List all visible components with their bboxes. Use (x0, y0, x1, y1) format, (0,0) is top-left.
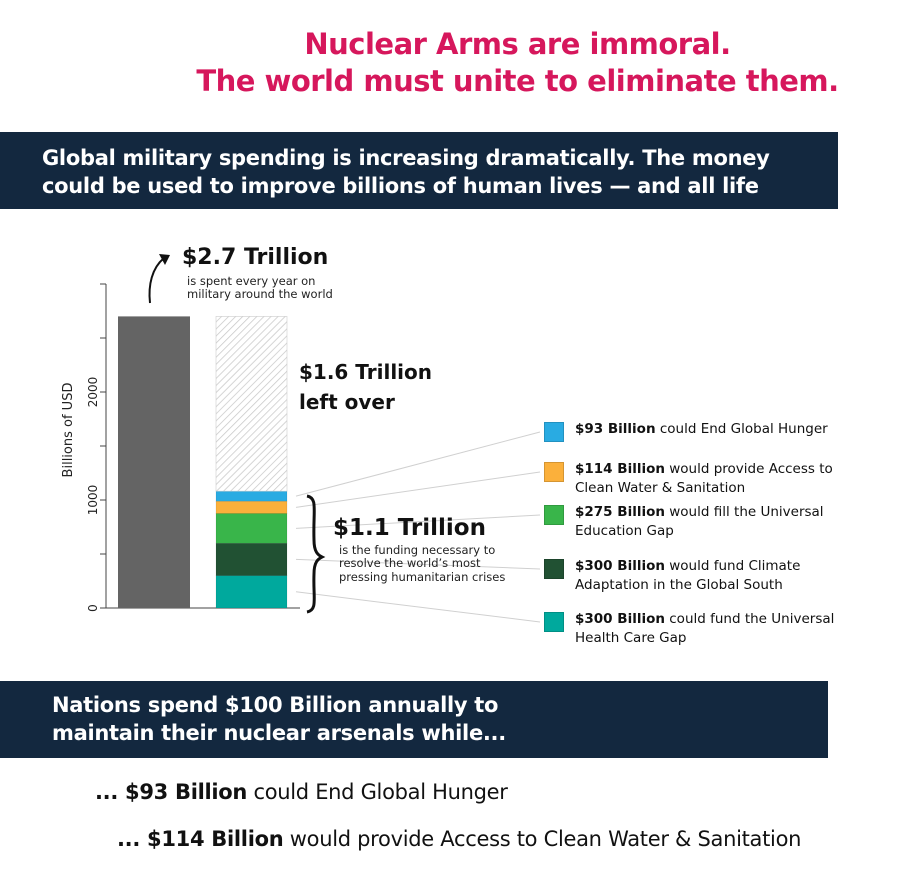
legend-item: $300 Billion would fund Climate Adaptati… (575, 557, 845, 595)
need-annotation-sub: is the funding necessary to (339, 543, 495, 557)
legend-amount: $93 Billion (575, 421, 656, 437)
legend-item: $275 Billion would fill the Universal Ed… (575, 503, 845, 541)
need-annotation: $1.1 Trillion (333, 515, 486, 541)
segment-bar (215, 542, 288, 576)
legend-item: $93 Billion could End Global Hunger (575, 420, 845, 439)
leader-line (295, 591, 541, 623)
legend-amount: $300 Billion (575, 611, 665, 627)
legend-text: could fund the Universal Health Care Gap (575, 611, 835, 646)
legend-text: would fill the Universal Education Gap (575, 504, 824, 539)
legend-amount: $275 Billion (575, 504, 665, 520)
total-annotation: $2.7 Trillion (182, 245, 328, 270)
y-tick-label: 2000 (86, 377, 100, 408)
leftover-annotation: left over (299, 390, 395, 414)
segment-bar (215, 575, 288, 609)
leader-line (295, 471, 541, 508)
y-tick-label: 0 (86, 604, 100, 612)
arrowhead-icon (159, 254, 170, 265)
bottom-text: could End Global Hunger (247, 780, 508, 804)
legend-text: could End Global Hunger (655, 421, 828, 437)
legend-text: would fund Climate Adaptation in the Glo… (575, 558, 801, 593)
total-annotation-sub: military around the world (187, 287, 333, 301)
banner-line-2: maintain their nuclear arsenals while... (52, 721, 506, 745)
bottom-amount: $93 Billion (125, 780, 248, 804)
leader-line (295, 558, 541, 570)
bottom-item: ... $93 Billion could End Global Hunger (95, 780, 508, 804)
page-title: Nuclear Arms are immoral. The world must… (0, 26, 900, 100)
total-annotation-sub: is spent every year on (187, 274, 315, 288)
legend-item: $300 Billion could fund the Universal He… (575, 610, 845, 648)
legend-amount: $114 Billion (575, 461, 665, 477)
total-spending-bar (118, 316, 190, 608)
legend-swatch (544, 505, 564, 525)
segment-bar (215, 490, 288, 502)
legend-text: would provide Access to Clean Water & Sa… (575, 461, 833, 496)
prefix: ... (95, 780, 126, 804)
arrow-icon (148, 257, 165, 304)
banner-line-1: Nations spend $100 Billion annually to (52, 693, 499, 717)
legend-swatch (544, 462, 564, 482)
bottom-amount: $114 Billion (147, 827, 284, 851)
leader-line (295, 431, 541, 497)
leftover-bar (215, 316, 288, 492)
nuclear-spending-banner: Nations spend $100 Billion annually to m… (0, 681, 828, 758)
title-line-2: The world must unite to eliminate them. (196, 64, 839, 98)
y-tick-label: 1000 (86, 485, 100, 516)
segment-bar (215, 500, 288, 514)
legend-amount: $300 Billion (575, 558, 665, 574)
legend-swatch (544, 559, 564, 579)
leader-line (295, 514, 541, 529)
prefix: ... (117, 827, 148, 851)
military-spending-banner: Global military spending is increasing d… (0, 132, 838, 209)
bottom-item: ... $114 Billion would provide Access to… (117, 827, 801, 851)
need-annotation-sub: pressing humanitarian crises (339, 570, 505, 584)
banner-line-1: Global military spending is increasing d… (42, 146, 770, 170)
leftover-annotation: $1.6 Trillion (299, 360, 432, 384)
legend-swatch (544, 422, 564, 442)
y-axis-label: Billions of USD (61, 383, 76, 478)
title-line-1: Nuclear Arms are immoral. (304, 27, 731, 61)
brace-icon (306, 494, 326, 614)
banner-line-2: could be used to improve billions of hum… (42, 174, 759, 198)
need-annotation-sub: resolve the world’s most (339, 556, 481, 570)
segment-bar (215, 513, 288, 544)
legend-item: $114 Billion would provide Access to Cle… (575, 460, 845, 498)
bottom-text: would provide Access to Clean Water & Sa… (283, 827, 802, 851)
legend-swatch (544, 612, 564, 632)
